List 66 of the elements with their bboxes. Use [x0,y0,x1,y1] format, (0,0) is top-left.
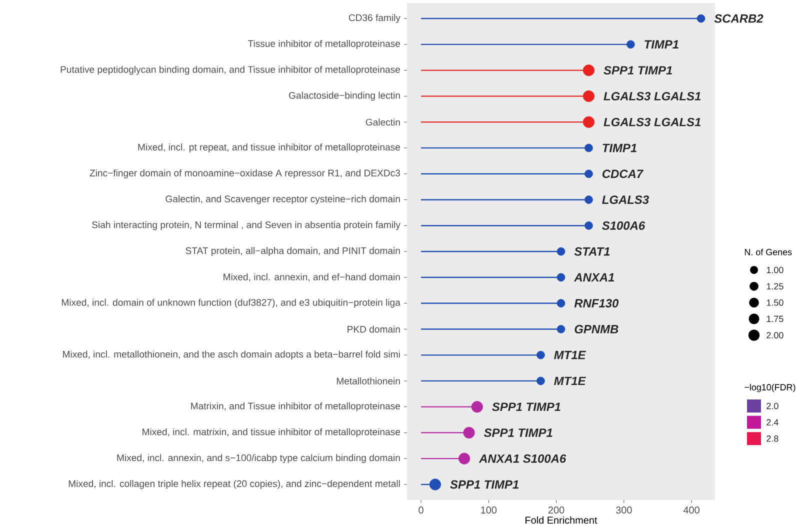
y-tick-label: PKD domain [348,326,400,333]
data-label: LGALS3 LGALS1 [604,92,701,100]
data-label: SPP1 TIMP1 [484,428,552,437]
data-label: RNF130 [574,299,619,308]
legend-label: 1.50 [766,299,784,306]
y-tick-label: Matrixin, and Tissue inhibitor of metalloproteinase [191,402,400,412]
point [626,40,635,49]
data-label: LGALS3 LGALS1 [604,118,701,126]
y-tick-label: Mixed, incl. matrixin, and tissue inhibitor of metalloproteinase [142,428,400,438]
data-label: SCARB2 [714,14,764,23]
point [584,196,593,204]
data-label: LGALS3 [602,196,649,204]
y-tick-label: Galectin [366,118,400,126]
point [556,324,566,334]
point [584,221,593,230]
color-bar-label: 2.8 [766,435,778,442]
y-tick-label: Mixed, incl. metallothionein, and the asch domain adopts a beta−barrel fold simi [63,350,400,360]
point [696,14,706,23]
y-tick-label: Galactoside−binding lectin [289,92,400,101]
y-tick-label: STAT protein, all−alpha domain, and PINIT domain [186,247,400,256]
data-label: STAT1 [574,247,610,256]
color-bar-title: −log10(FDR) [744,384,796,392]
x-tick-label: 0 [418,506,424,514]
data-label: MT1E [554,376,586,386]
point [536,350,545,360]
y-tick-label: Mixed, incl. pt repeat, and tissue inhibitor of metalloproteinase [138,144,400,152]
y-tick-label: Metallothionein [336,377,400,384]
data-label: ANXA1 [574,273,614,282]
y-tick-label: Mixed, incl. annexin, and s−100/icabp type calcium binding domain [117,454,400,464]
x-tick-label: 300 [616,506,632,514]
data-label: ANXA1 S100A6 [478,454,566,463]
legend-label: 2.00 [766,332,784,338]
data-label: SPP1 TIMP1 [450,480,518,489]
y-tick-label: Mixed, incl. annexin, and ef−hand domain [224,273,400,282]
data-label: CDCA7 [602,170,644,178]
y-tick-label: CD36 family [348,14,400,23]
data-label: TIMP1 [644,40,678,49]
data-label: SPP1 TIMP1 [492,402,560,412]
data-label: TIMP1 [602,144,636,152]
legend-label: 1.75 [766,316,784,322]
x-tick-label: 100 [481,506,497,514]
legend-label: 1.00 [766,266,784,274]
color-bar-label: 2.0 [766,402,778,410]
y-tick-label: Mixed, incl. domain of unknown function (duf3827), and e3 ubiquitin−protein liga [62,298,400,308]
point [584,170,593,178]
y-tick-label: Putative peptidoglycan binding domain, and Tissue inhibitor of metalloproteinase [60,66,400,75]
y-tick-label: Galectin, and Scavenger receptor cysteine−rich domain [166,195,400,204]
x-tick-label: 400 [683,506,700,514]
color-bar-label: 2.4 [766,419,778,426]
legend-label: 1.25 [766,283,784,290]
point [584,144,593,152]
x-axis-title: Fold Enrichment [526,516,598,524]
data-label: S100A6 [602,221,646,230]
data-label: GPNMB [574,324,618,334]
point [536,376,545,386]
point [556,299,566,308]
x-tick-label: 200 [548,506,564,514]
point [556,247,566,256]
y-tick-label: Zinc−finger domain of monoamine−oxidase A repressor R1, and DEXDc3 [90,169,400,178]
y-tick-label: Siah interacting protein, N terminal , and Seven in absentia protein family [92,221,400,230]
legend-title: N. of Genes [744,248,792,256]
y-tick-label: Mixed, incl. collagen triple helix repeat (20 copies), and zinc−dependent metall [68,480,400,489]
y-tick-label: Tissue inhibitor of metalloproteinase [248,40,400,49]
point [556,273,566,282]
data-label: MT1E [554,350,586,360]
data-label: SPP1 TIMP1 [604,66,672,75]
